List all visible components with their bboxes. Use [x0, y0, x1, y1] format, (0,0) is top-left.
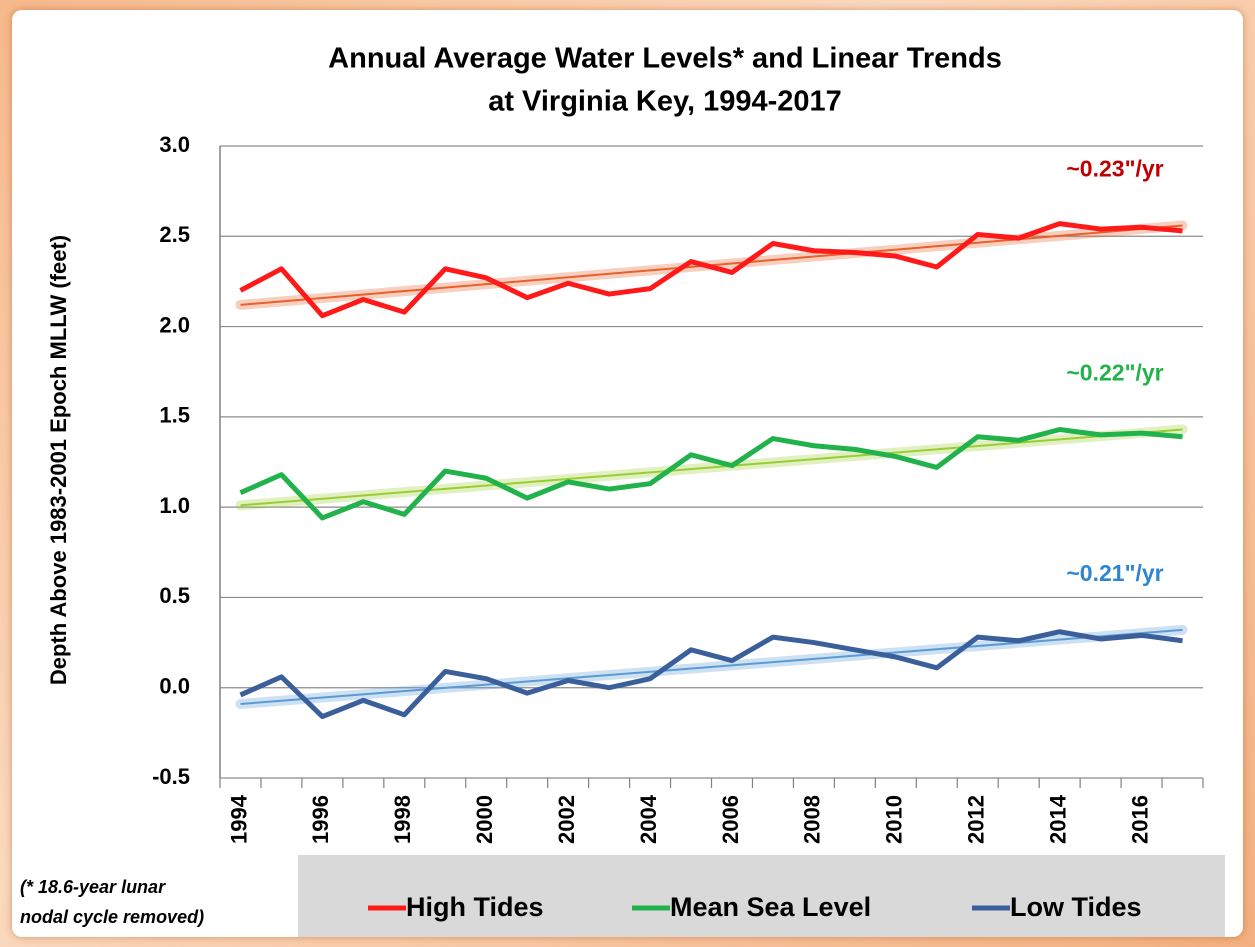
y-tick-label: 3.0: [159, 132, 190, 157]
legend-label: Low Tides: [1010, 892, 1142, 922]
x-tick-label: 2000: [472, 795, 497, 844]
trend-annotation: ~0.23"/yr: [1066, 156, 1163, 182]
legend-label: High Tides: [406, 892, 544, 922]
x-tick-label: 2010: [882, 795, 907, 844]
x-tick-label: 1998: [390, 795, 415, 844]
legend-label: Mean Sea Level: [670, 892, 871, 922]
series-line: [239, 426, 1183, 521]
series-line: [239, 629, 1183, 720]
x-tick-label: 2008: [800, 795, 825, 844]
footnote: (* 18.6-year lunar: [20, 877, 166, 897]
x-tick-label: 2004: [636, 794, 661, 844]
footnote: nodal cycle removed): [20, 907, 204, 927]
y-axis-label: Depth Above 1983-2001 Epoch MLLW (feet): [46, 235, 71, 685]
chart-title: Annual Average Water Levels* and Linear …: [328, 43, 1002, 75]
y-tick-label: 2.0: [159, 312, 190, 337]
x-tick-label: 1994: [226, 794, 251, 844]
x-tick-label: 2016: [1127, 795, 1152, 844]
chart-title: at Virginia Key, 1994-2017: [488, 86, 842, 118]
y-tick-label: 0.0: [159, 674, 190, 699]
series-line: [239, 221, 1183, 319]
legend-box: [298, 855, 1225, 937]
y-tick-label: 1.0: [159, 493, 190, 518]
trend-annotation: ~0.21"/yr: [1066, 560, 1163, 586]
y-tick-label: 0.5: [159, 583, 190, 608]
trend-line: [240, 428, 1183, 507]
trend-annotation: ~0.22"/yr: [1066, 360, 1163, 386]
x-tick-label: 2012: [964, 795, 989, 844]
y-tick-label: -0.5: [152, 764, 190, 789]
x-tick-label: 2006: [718, 795, 743, 844]
x-tick-label: 1996: [308, 795, 333, 844]
x-tick-label: 2014: [1045, 794, 1070, 844]
trend-line: [240, 628, 1183, 705]
x-tick-label: 2002: [554, 795, 579, 844]
y-tick-label: 1.5: [159, 403, 190, 428]
y-tick-label: 2.5: [159, 222, 190, 247]
